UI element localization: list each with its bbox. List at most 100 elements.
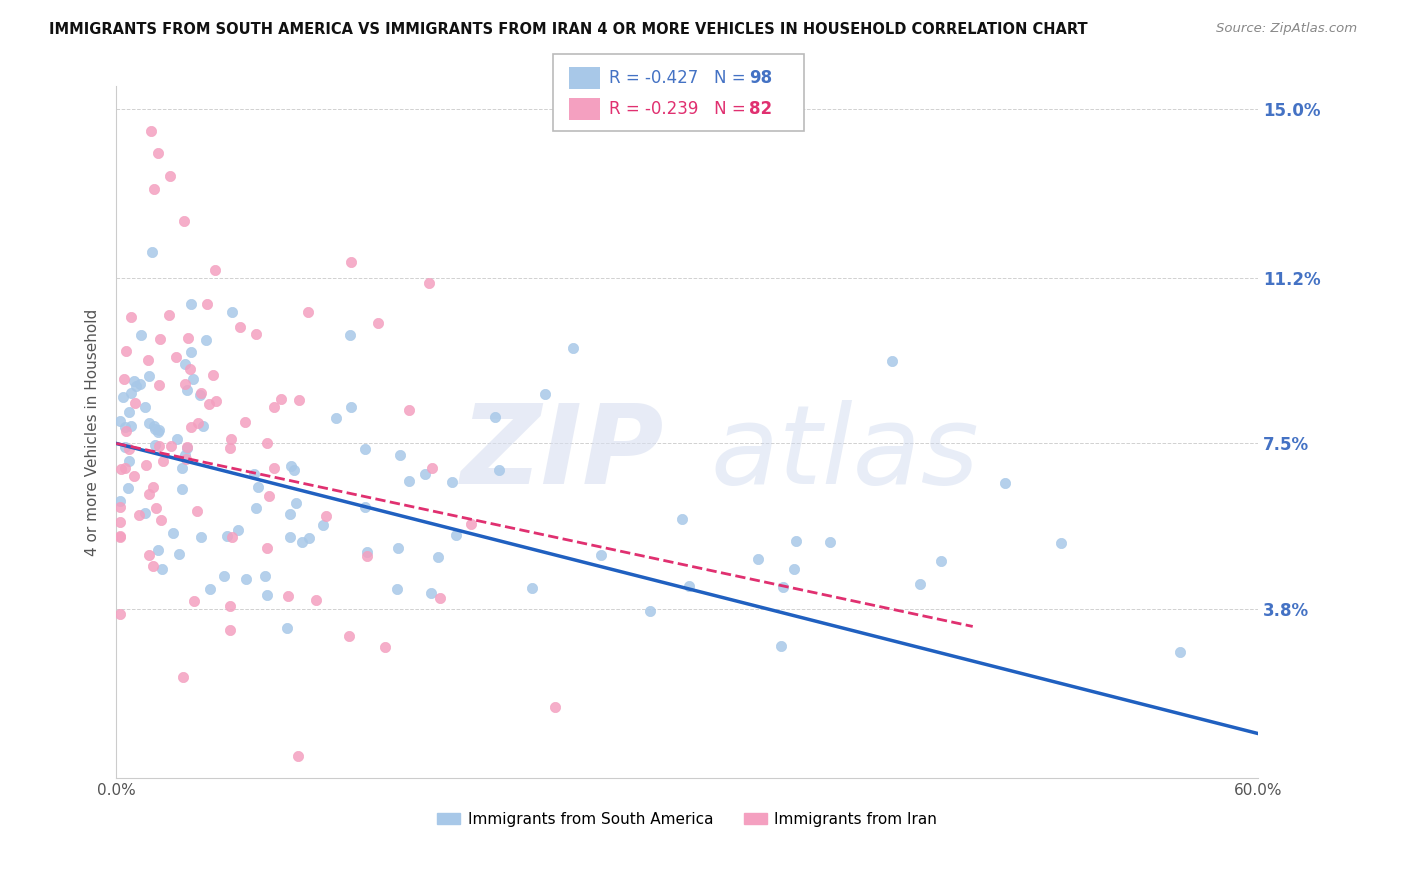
- Point: [129, 328, 152, 343]
- Point: [205, 394, 228, 409]
- Point: [534, 387, 557, 401]
- Point: [108, 607, 131, 621]
- Point: [398, 402, 420, 417]
- Text: Source: ZipAtlas.com: Source: ZipAtlas.com: [1216, 22, 1357, 36]
- Point: [201, 368, 224, 383]
- Point: [187, 416, 209, 430]
- Text: 82: 82: [749, 100, 772, 119]
- Text: atlas: atlas: [710, 400, 979, 507]
- Point: [198, 397, 221, 411]
- Point: [339, 400, 361, 414]
- Text: R = -0.239   N =: R = -0.239 N =: [609, 100, 751, 119]
- Point: [747, 552, 769, 566]
- Point: [278, 530, 301, 544]
- Point: [389, 448, 412, 462]
- Point: [671, 512, 693, 526]
- Point: [488, 462, 510, 476]
- Point: [195, 297, 218, 311]
- Point: [385, 582, 408, 596]
- Point: [325, 411, 347, 425]
- Point: [446, 528, 468, 542]
- Point: [159, 308, 181, 322]
- Point: [315, 508, 337, 523]
- Point: [181, 372, 204, 386]
- Point: [108, 413, 131, 427]
- Point: [167, 547, 190, 561]
- Point: [122, 468, 145, 483]
- Point: [150, 562, 173, 576]
- Point: [772, 580, 794, 594]
- Point: [190, 386, 212, 401]
- Point: [460, 517, 482, 532]
- Point: [170, 482, 193, 496]
- Point: [150, 513, 173, 527]
- Point: [520, 581, 543, 595]
- Point: [256, 435, 278, 450]
- Point: [180, 419, 202, 434]
- Point: [413, 467, 436, 481]
- Point: [228, 319, 250, 334]
- Point: [125, 379, 148, 393]
- Point: [818, 534, 841, 549]
- Point: [233, 415, 256, 429]
- Point: [173, 214, 195, 228]
- Point: [138, 416, 160, 430]
- Point: [176, 441, 198, 455]
- Point: [180, 297, 202, 311]
- Point: [312, 518, 335, 533]
- Point: [339, 254, 361, 268]
- Point: [128, 508, 150, 522]
- Point: [880, 354, 903, 368]
- Point: [111, 391, 134, 405]
- Point: [263, 400, 285, 414]
- Point: [678, 579, 700, 593]
- Point: [1050, 536, 1073, 550]
- Point: [108, 529, 131, 543]
- Point: [124, 395, 146, 409]
- Point: [143, 419, 166, 434]
- Point: [277, 589, 299, 603]
- Point: [245, 501, 267, 516]
- Point: [172, 670, 194, 684]
- Point: [138, 353, 160, 368]
- Y-axis label: 4 or more Vehicles in Household: 4 or more Vehicles in Household: [86, 309, 100, 556]
- Point: [176, 440, 198, 454]
- Point: [221, 531, 243, 545]
- Point: [198, 582, 221, 596]
- Point: [108, 500, 131, 514]
- Point: [929, 554, 952, 568]
- Point: [114, 440, 136, 454]
- Point: [108, 515, 131, 529]
- Point: [204, 262, 226, 277]
- Point: [166, 432, 188, 446]
- Point: [180, 344, 202, 359]
- Point: [174, 451, 197, 466]
- Point: [246, 480, 269, 494]
- Legend: Immigrants from South America, Immigrants from Iran: Immigrants from South America, Immigrant…: [432, 805, 943, 833]
- Point: [387, 541, 409, 555]
- Point: [186, 504, 208, 518]
- Point: [235, 572, 257, 586]
- Point: [115, 424, 138, 438]
- Point: [179, 361, 201, 376]
- Point: [374, 640, 396, 654]
- Point: [356, 549, 378, 564]
- Point: [120, 418, 142, 433]
- Point: [143, 438, 166, 452]
- Point: [120, 386, 142, 401]
- Point: [256, 541, 278, 556]
- Point: [1168, 645, 1191, 659]
- Point: [420, 461, 443, 475]
- Point: [219, 441, 242, 455]
- Point: [337, 629, 360, 643]
- Text: R = -0.427   N =: R = -0.427 N =: [609, 69, 751, 87]
- Point: [276, 621, 298, 635]
- Point: [134, 400, 156, 414]
- Point: [118, 454, 141, 468]
- Point: [441, 475, 464, 489]
- Point: [149, 332, 172, 346]
- Point: [562, 341, 585, 355]
- Point: [285, 496, 308, 510]
- Point: [122, 374, 145, 388]
- Point: [419, 585, 441, 599]
